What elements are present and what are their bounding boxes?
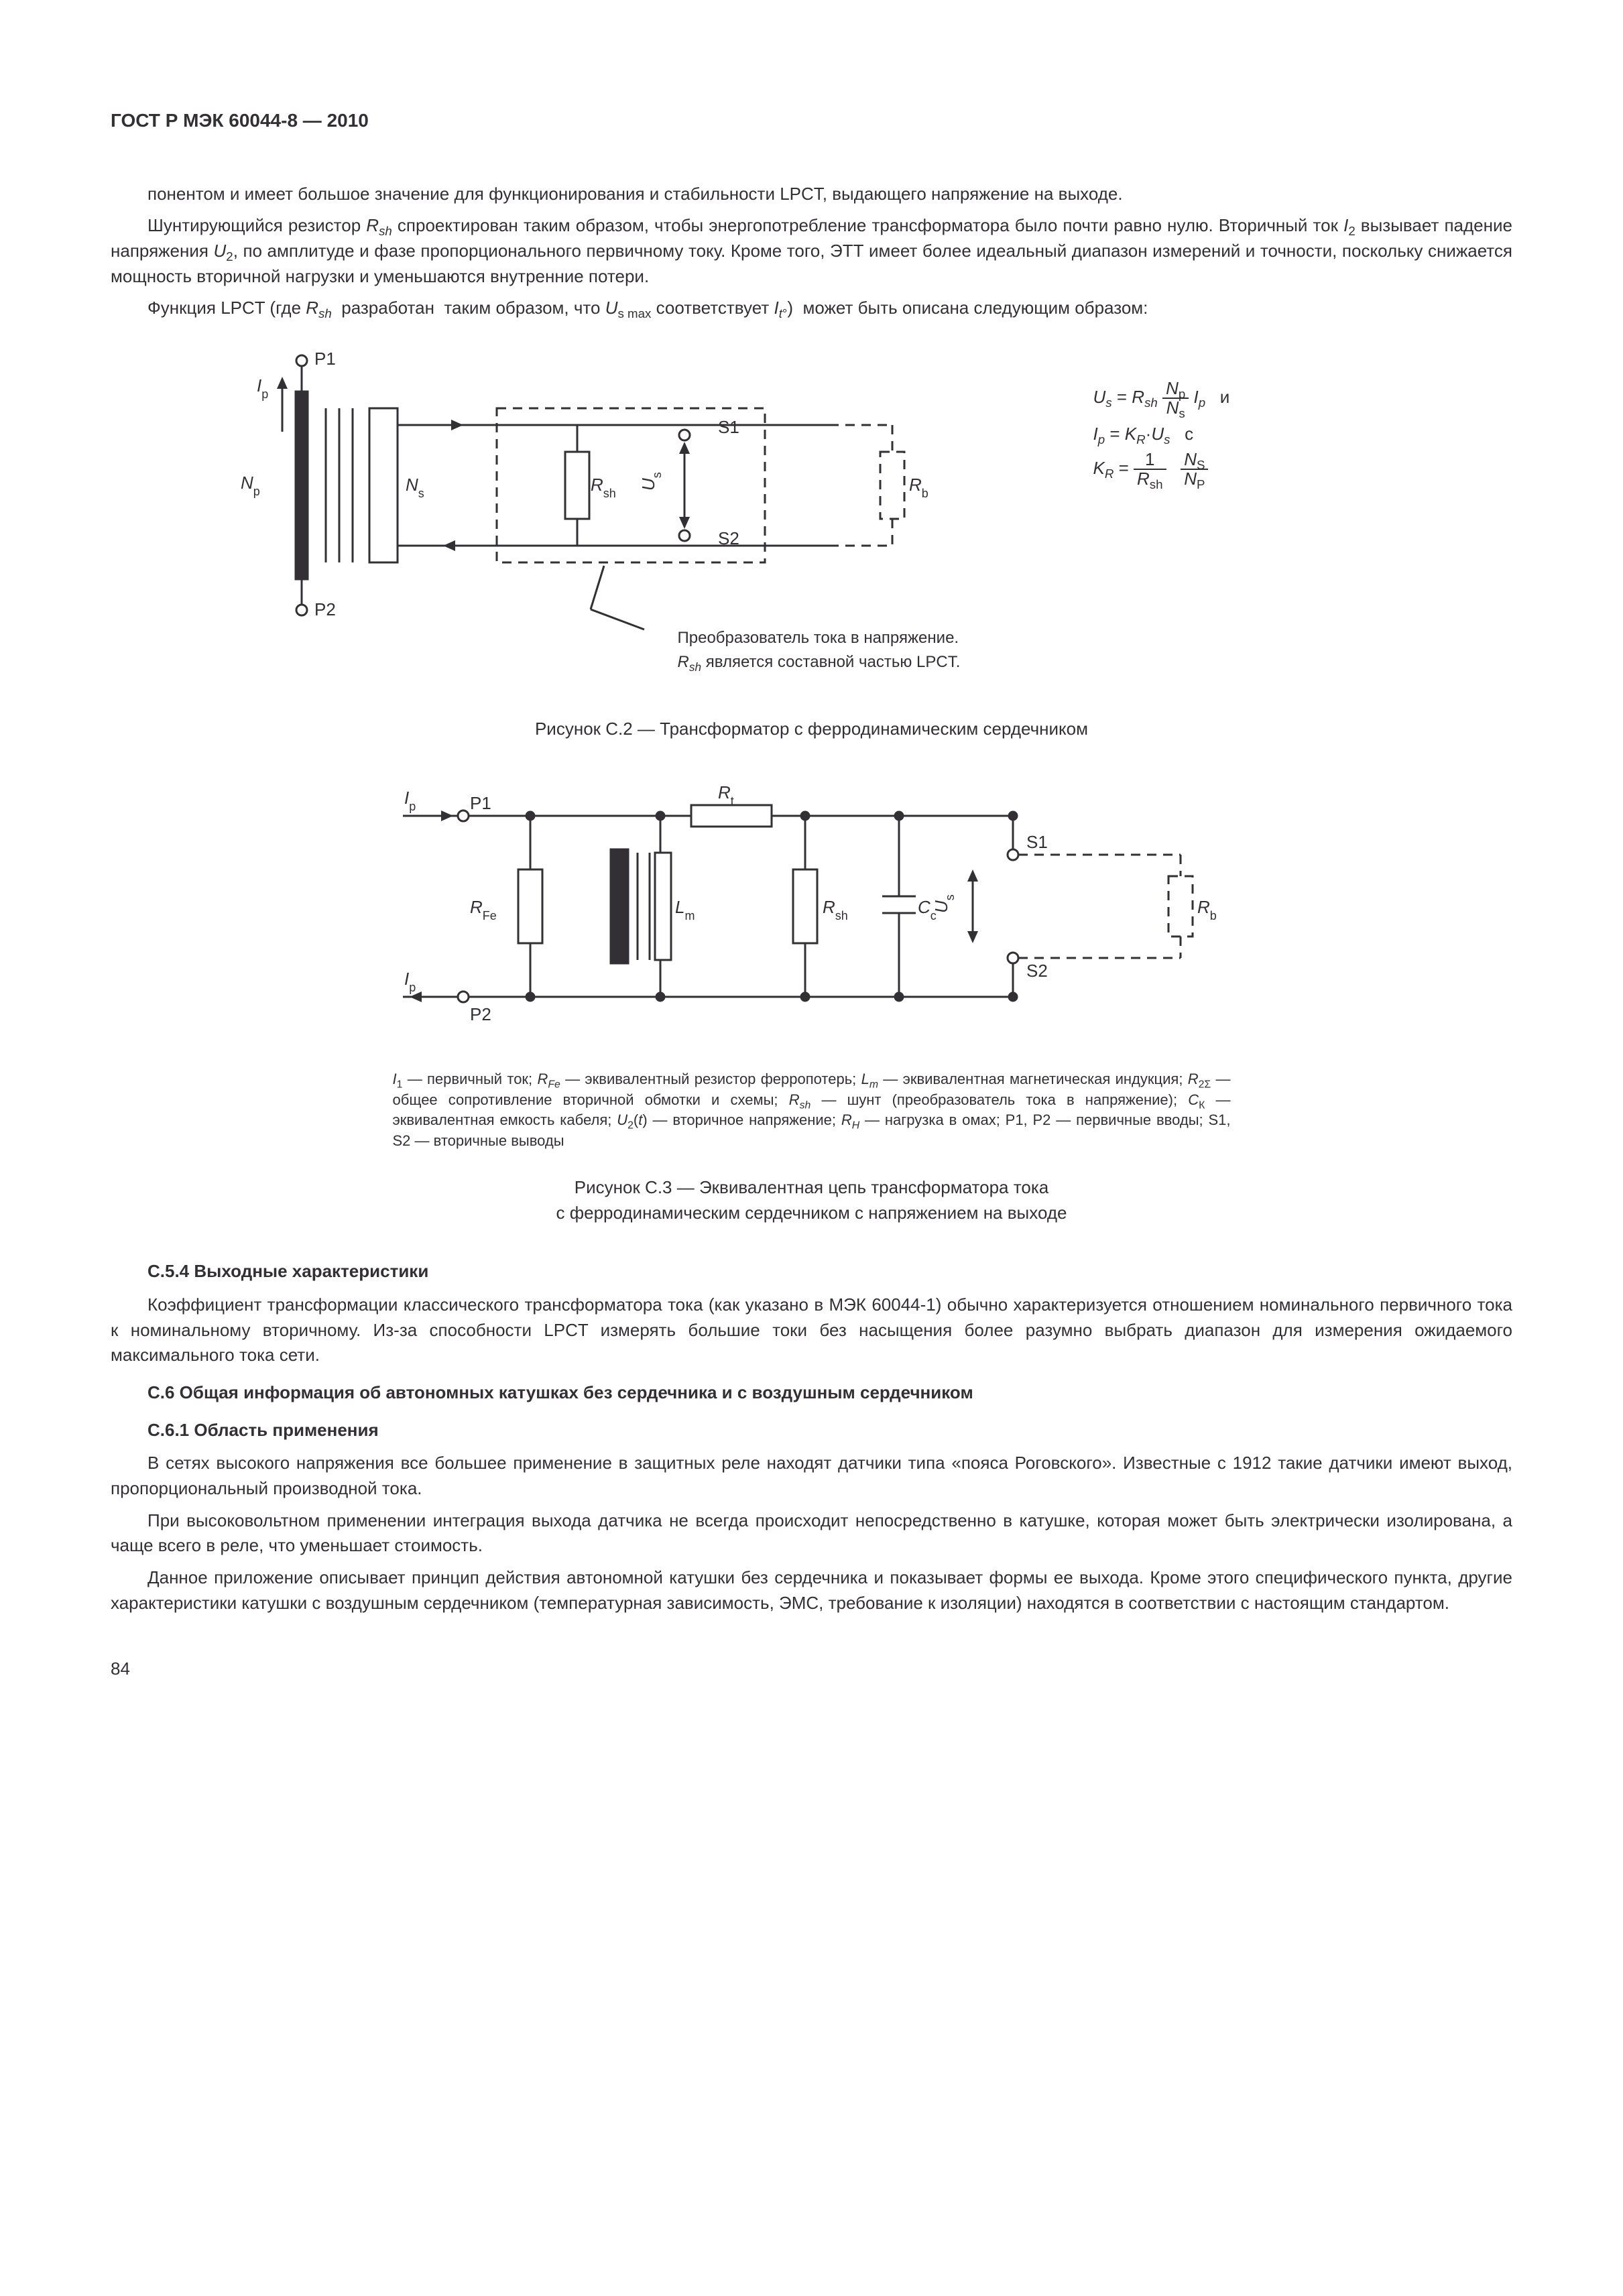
svg-text:P1: P1 [470, 793, 491, 813]
figure-c2-caption: Рисунок С.2 — Трансформатор с ферродинам… [111, 717, 1512, 742]
figure-c3-legend: I1 — первичный ток; RFe — эквивалентный … [393, 1069, 1231, 1152]
heading-c54: С.5.4 Выходные характеристики [111, 1259, 1512, 1284]
figure-c2-equations: Us = Rsh Np Ns Ip и Ip = KR·Us с KR = 1 … [1093, 379, 1230, 489]
svg-text:S1: S1 [718, 417, 739, 437]
svg-text:Np: Np [241, 473, 260, 498]
heading-c61: С.6.1 Область применения [111, 1418, 1512, 1443]
svg-text:Rb: Rb [1197, 897, 1217, 922]
para-c61-c: Данное приложение описывает принцип дейс… [111, 1565, 1512, 1616]
svg-text:Rb: Rb [909, 475, 928, 500]
svg-text:S2: S2 [718, 528, 739, 548]
svg-text:Rsh: Rsh [591, 475, 616, 500]
svg-text:S2: S2 [1026, 961, 1048, 981]
svg-text:Ip: Ip [257, 375, 268, 401]
svg-text:P1: P1 [314, 349, 336, 369]
svg-text:Rsh: Rsh [823, 897, 848, 922]
svg-text:Us: Us [638, 472, 664, 491]
page-number: 84 [111, 1656, 1512, 1682]
svg-text:Ip: Ip [404, 969, 416, 994]
para-lpct-function: Функция LPCT (где Rsh разработан таким о… [111, 296, 1512, 321]
para-c61-b: При высоковольтном применении интеграция… [111, 1508, 1512, 1559]
svg-text:Ns: Ns [406, 475, 424, 500]
para-c54: Коэффициент трансформации классического … [111, 1292, 1512, 1368]
svg-text:RFe: RFe [470, 897, 497, 922]
para-continuation: понентом и имеет большое значение для фу… [111, 182, 1512, 207]
para-c61-a: В сетях высокого напряжения все большее … [111, 1451, 1512, 1501]
svg-text:Rt: Rt [718, 782, 734, 808]
figure-c2-callout: Преобразователь тока в напряжение. Rsh я… [678, 626, 961, 674]
svg-text:Ip: Ip [404, 788, 416, 813]
figure-c2: Ip P1 P2 Np Ns Rsh Us S1 S2 Rb Us = Rsh … [215, 345, 1408, 693]
svg-text:Lm: Lm [675, 897, 695, 922]
para-rsh-design: Шунтирующийся резистор Rsh спроектирован… [111, 213, 1512, 289]
svg-text:P2: P2 [470, 1004, 491, 1024]
heading-c6: С.6 Общая информация об автономных катуш… [111, 1380, 1512, 1406]
svg-text:P2: P2 [314, 599, 336, 619]
figure-c3-caption: Рисунок С.3 — Эквивалентная цепь трансфо… [111, 1175, 1512, 1225]
svg-text:Us: Us [931, 894, 957, 913]
figure-c3: Ip Ip P1 P2 Rt RFe Lm Rsh Cc Us S1 S2 Rb [389, 776, 1234, 1050]
doc-header: ГОСТ Р МЭК 60044-8 — 2010 [111, 107, 1512, 135]
svg-text:S1: S1 [1026, 832, 1048, 852]
